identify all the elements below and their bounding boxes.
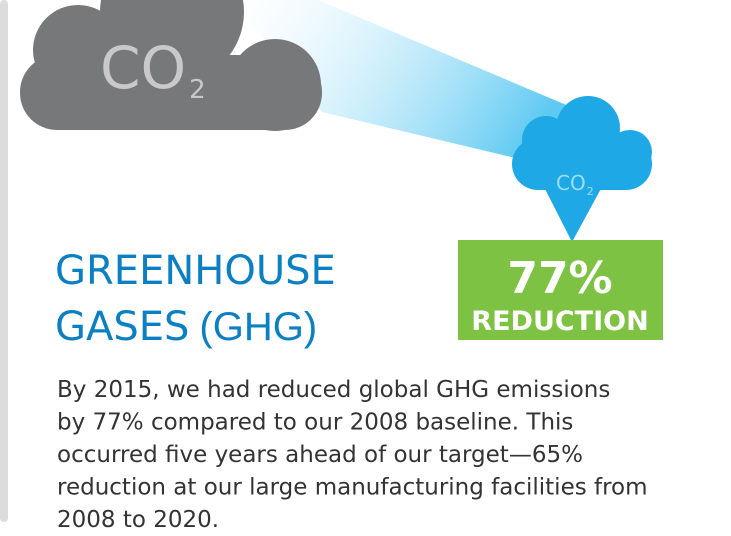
heading-line2: GASES(GHG) xyxy=(55,304,317,350)
badge-label: REDUCTION xyxy=(471,306,648,337)
heading-line1: GREENHOUSE xyxy=(55,248,336,294)
infographic: CO2 CO2 77% REDUCTION GREENHOUSE GASES(G… xyxy=(0,0,731,536)
paragraph-line: 2008 to 2020. xyxy=(57,507,219,533)
paragraph-line: By 2015, we had reduced global GHG emiss… xyxy=(57,377,610,403)
paragraph-line: reduction at our large manufacturing fac… xyxy=(57,475,648,501)
paragraph: By 2015, we had reduced global GHG emiss… xyxy=(57,377,648,533)
side-border xyxy=(0,0,8,522)
badge-value: 77% xyxy=(507,253,612,304)
paragraph-line: occurred five years ahead of our target—… xyxy=(57,442,583,468)
paragraph-line: by 77% compared to our 2008 baseline. Th… xyxy=(57,410,573,436)
